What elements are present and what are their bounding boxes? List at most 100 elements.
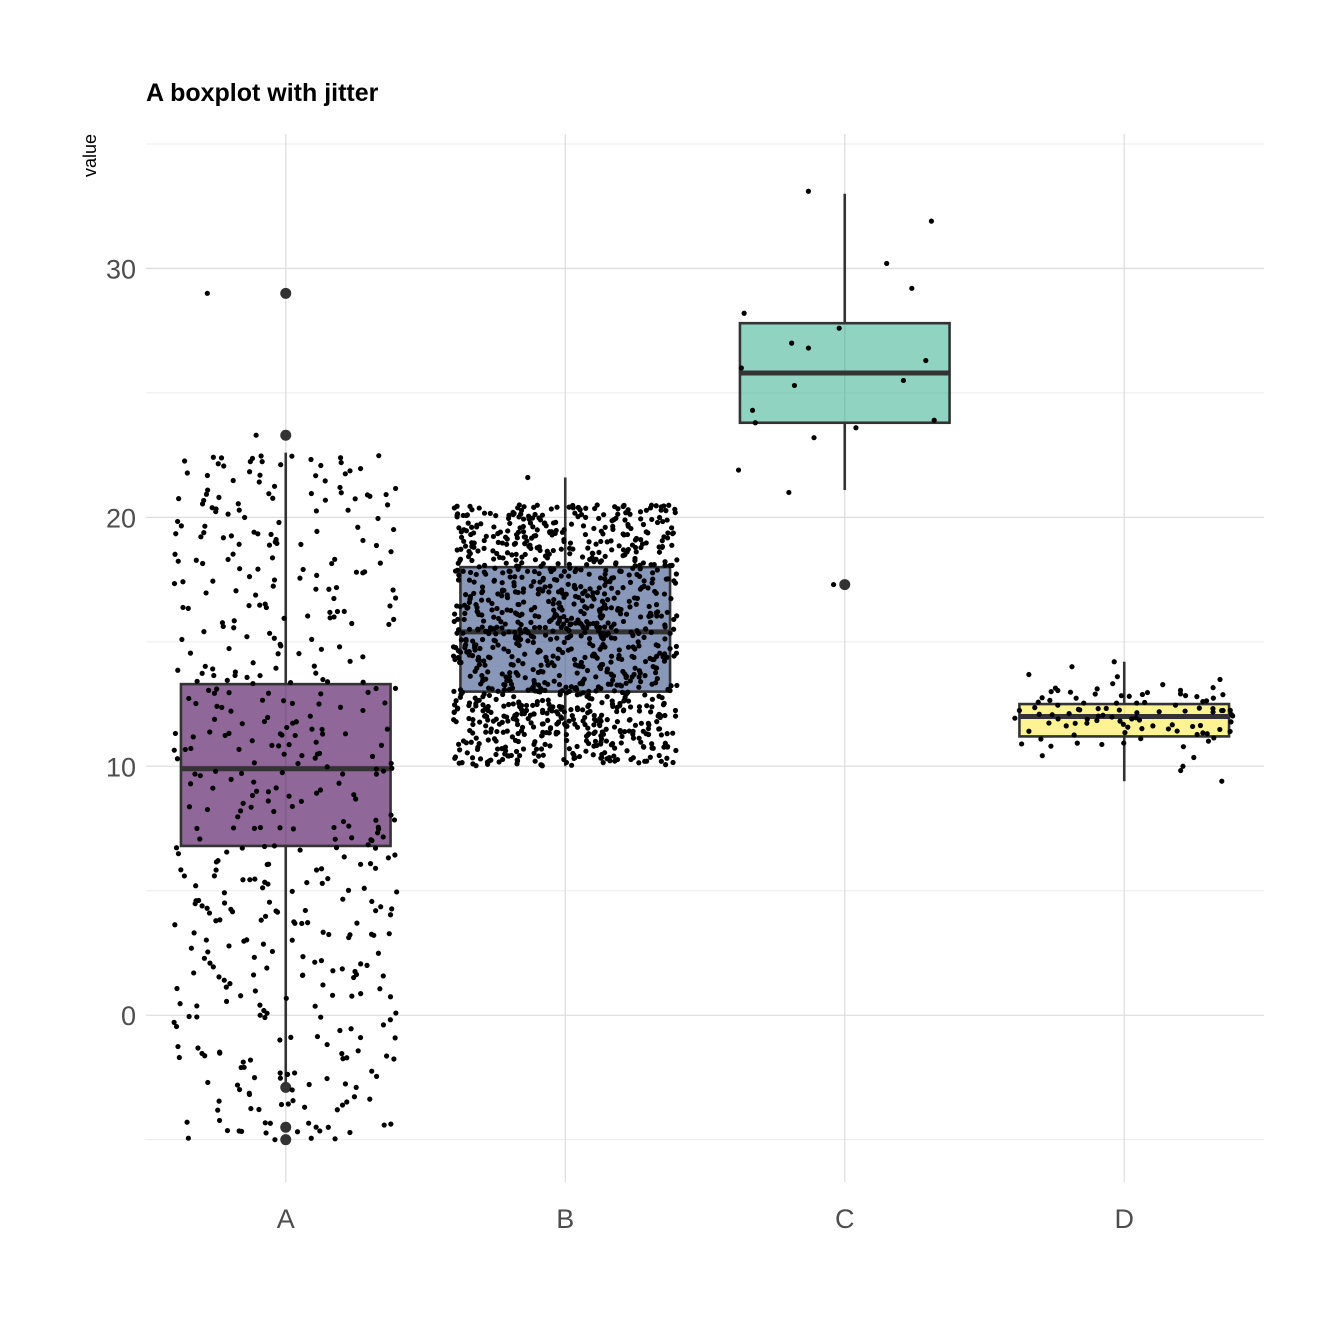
jitter-point <box>178 867 184 873</box>
jitter-point <box>333 845 340 851</box>
jitter-point <box>375 830 381 836</box>
jitter-point <box>476 505 482 511</box>
jitter-point <box>591 712 597 719</box>
jitter-point <box>1210 695 1216 701</box>
jitter-point <box>550 628 556 634</box>
jitter-point <box>1026 671 1032 678</box>
jitter-point <box>193 557 199 563</box>
jitter-point <box>525 474 531 481</box>
jitter-point <box>494 728 500 735</box>
jitter-point <box>332 1136 338 1142</box>
jitter-point <box>1133 715 1139 721</box>
jitter-point <box>491 524 497 530</box>
jitter-point <box>237 808 244 814</box>
jitter-point <box>329 992 336 998</box>
jitter-point <box>631 654 637 660</box>
jitter-point <box>638 679 644 685</box>
jitter-point <box>580 707 586 713</box>
jitter-point <box>599 700 605 706</box>
jitter-point <box>313 867 320 873</box>
jitter-point <box>373 771 380 777</box>
jitter-point <box>522 675 528 681</box>
jitter-point <box>572 721 578 727</box>
jitter-point <box>290 826 297 832</box>
jitter-point <box>516 563 522 569</box>
jitter-point <box>463 740 469 746</box>
jitter-point <box>517 626 523 633</box>
jitter-point <box>664 731 670 737</box>
jitter-point <box>393 595 399 601</box>
jitter-point <box>1219 707 1225 714</box>
jitter-point <box>253 592 259 598</box>
jitter-point <box>489 626 495 632</box>
jitter-point <box>603 738 610 744</box>
jitter-point <box>230 477 236 484</box>
jitter-point <box>641 634 647 640</box>
jitter-point <box>547 743 553 749</box>
jitter-point <box>638 739 644 745</box>
jitter-point <box>525 638 531 644</box>
jitter-point <box>292 732 298 739</box>
jitter-point <box>598 558 605 564</box>
jitter-point <box>360 537 366 544</box>
jitter-point <box>572 510 578 516</box>
jitter-point <box>490 533 497 540</box>
jitter-point <box>616 543 622 549</box>
jitter-point <box>520 523 526 530</box>
jitter-point <box>584 693 590 699</box>
jitter-point <box>617 703 623 709</box>
jitter-point <box>510 701 516 707</box>
jitter-point <box>388 1121 394 1127</box>
jitter-point <box>236 746 242 752</box>
jitter-point <box>545 662 551 668</box>
jitter-point <box>210 454 216 460</box>
jitter-point <box>177 1001 183 1007</box>
jitter-point <box>257 824 264 831</box>
jitter-point <box>369 753 376 759</box>
jitter-point <box>650 663 656 670</box>
jitter-point <box>467 569 474 576</box>
jitter-point <box>600 531 606 537</box>
jitter-point <box>219 704 225 710</box>
jitter-point <box>469 543 475 550</box>
jitter-point <box>494 624 500 630</box>
jitter-point <box>211 873 217 879</box>
jitter-point <box>339 1102 346 1108</box>
jitter-point <box>262 913 269 919</box>
jitter-point <box>274 540 280 546</box>
jitter-point <box>752 420 758 426</box>
jitter-point <box>454 567 461 573</box>
jitter-point <box>469 653 476 659</box>
jitter-point <box>522 626 529 633</box>
jitter-point <box>171 1019 177 1025</box>
jitter-point <box>576 753 583 760</box>
jitter-point <box>654 519 661 526</box>
jitter-point <box>518 702 525 709</box>
jitter-point <box>666 502 672 508</box>
jitter-point <box>502 744 509 750</box>
jitter-point <box>269 555 276 561</box>
jitter-point <box>516 502 522 508</box>
jitter-point <box>368 837 374 843</box>
jitter-point <box>485 737 491 743</box>
jitter-point <box>276 519 282 526</box>
jitter-point <box>489 607 495 613</box>
jitter-point <box>499 587 506 593</box>
jitter-point <box>663 576 669 582</box>
jitter-point <box>542 679 548 686</box>
jitter-point <box>390 526 397 533</box>
jitter-point <box>738 365 744 371</box>
jitter-point <box>291 919 297 925</box>
jitter-point <box>500 729 506 735</box>
jitter-point <box>479 590 485 596</box>
jitter-point <box>345 507 351 513</box>
jitter-point <box>830 581 837 588</box>
jitter-point <box>632 646 638 652</box>
jitter-point <box>504 550 511 556</box>
jitter-point <box>256 479 262 485</box>
jitter-point <box>347 1129 353 1136</box>
jitter-point <box>376 453 382 459</box>
jitter-point <box>598 718 604 724</box>
jitter-point <box>600 760 606 766</box>
jitter-point <box>518 507 525 513</box>
